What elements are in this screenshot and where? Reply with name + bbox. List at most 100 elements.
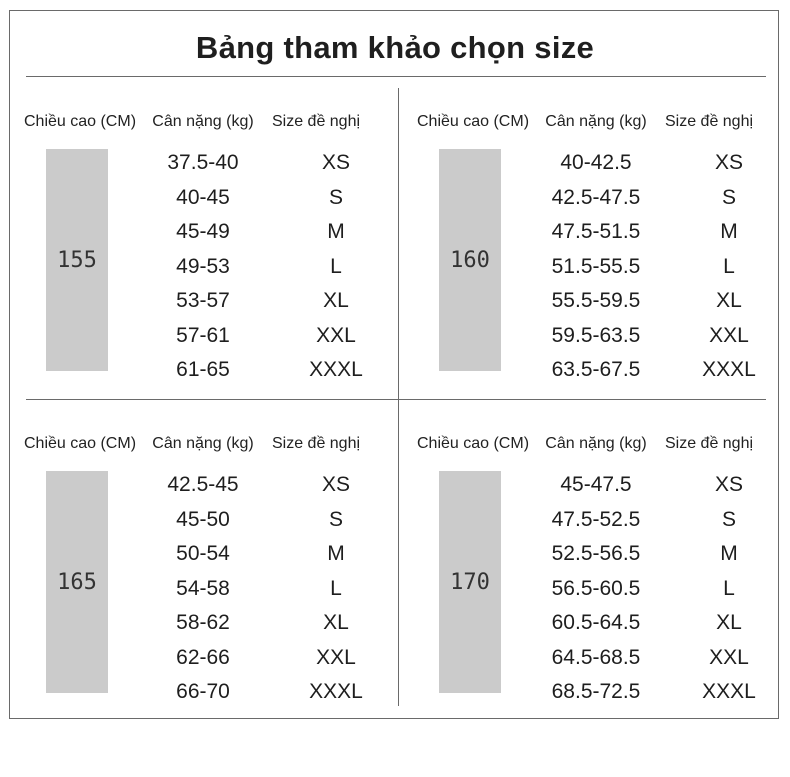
weight-range: 47.5-52.5 (551, 507, 641, 531)
height-value: 155 (57, 247, 97, 273)
weight-range: 55.5-59.5 (551, 289, 641, 312)
table-row: 61-65 XXXL (150, 353, 400, 388)
size-value: XL (716, 289, 742, 312)
size-value: XXXL (702, 680, 756, 703)
header-height: Chiều cao (CM) (416, 113, 530, 130)
horizontal-divider (26, 399, 766, 400)
weight-range: 54-58 (176, 576, 230, 600)
weight-range: 45-50 (176, 507, 230, 531)
table-row: 63.5-67.5 XXXL (543, 353, 790, 388)
table-row: 68.5-72.5 XXXL (543, 675, 790, 710)
weight-range: 66-70 (176, 680, 230, 703)
size-value: XXXL (702, 358, 756, 381)
height-value: 160 (450, 247, 490, 273)
header-size: Size đề nghị (271, 435, 361, 452)
height-value: 165 (57, 569, 97, 595)
size-value: XL (323, 289, 349, 312)
height-value: 170 (450, 569, 490, 595)
weight-range: 58-62 (176, 611, 230, 634)
header-height: Chiều cao (CM) (23, 435, 137, 452)
table-row: 47.5-51.5 M (543, 215, 790, 250)
size-table-160: Chiều cao (CM) Cân nặng (kg) Size đề ngh… (413, 113, 790, 413)
size-value: L (723, 254, 735, 278)
table-row: 45-47.5 XS (543, 468, 790, 503)
table-row: 59.5-63.5 XXL (543, 319, 790, 354)
height-cell: 165 (46, 471, 108, 693)
weight-range: 68.5-72.5 (551, 680, 641, 703)
weight-range: 63.5-67.5 (551, 358, 641, 381)
weight-range: 53-57 (176, 289, 230, 312)
table-row: 66-70 XXXL (150, 675, 400, 710)
table-row: 51.5-55.5 L (543, 250, 790, 285)
table-row: 57-61 XXL (150, 319, 400, 354)
weight-range: 52.5-56.5 (551, 542, 641, 565)
weight-range: 42.5-47.5 (551, 185, 641, 209)
size-value: L (723, 576, 735, 600)
size-value: XS (714, 151, 743, 174)
size-value: XS (321, 473, 350, 496)
header-size: Size đề nghị (664, 435, 754, 452)
size-value: XL (716, 611, 742, 634)
size-value: S (721, 507, 736, 531)
header-weight: Cân nặng (kg) (545, 113, 647, 130)
weight-range: 57-61 (176, 323, 230, 347)
size-value: XXL (316, 323, 356, 347)
weight-range: 40-42.5 (560, 151, 632, 174)
table-row: 56.5-60.5 L (543, 572, 790, 607)
weight-range: 62-66 (176, 645, 230, 669)
height-cell: 155 (46, 149, 108, 371)
size-value: M (327, 220, 345, 243)
table-row: 49-53 L (150, 250, 400, 285)
header-weight: Cân nặng (kg) (152, 113, 254, 130)
size-value: S (328, 185, 343, 209)
size-table-155: Chiều cao (CM) Cân nặng (kg) Size đề ngh… (20, 113, 400, 413)
table-rows: 40-42.5 XS 42.5-47.5 S 47.5-51.5 M 51.5-55.… (543, 146, 790, 388)
table-row: 64.5-68.5 XXL (543, 641, 790, 676)
size-value: M (327, 542, 345, 565)
weight-range: 59.5-63.5 (551, 323, 641, 347)
header-height: Chiều cao (CM) (416, 435, 530, 452)
table-row: 53-57 XL (150, 284, 400, 319)
table-row: 62-66 XXL (150, 641, 400, 676)
size-value: XXL (709, 323, 749, 347)
table-row: 47.5-52.5 S (543, 503, 790, 538)
weight-range: 60.5-64.5 (551, 611, 641, 634)
weight-range: 56.5-60.5 (551, 576, 641, 600)
weight-range: 45-49 (176, 220, 230, 243)
table-row: 40-45 S (150, 181, 400, 216)
header-size: Size đề nghị (664, 113, 754, 130)
size-value: XXXL (309, 358, 363, 381)
table-row: 45-50 S (150, 503, 400, 538)
header-weight: Cân nặng (kg) (545, 435, 647, 452)
table-row: 52.5-56.5 M (543, 537, 790, 572)
size-value: XS (714, 473, 743, 496)
table-rows: 45-47.5 XS 47.5-52.5 S 52.5-56.5 M 56.5-60.… (543, 468, 790, 710)
weight-range: 47.5-51.5 (551, 220, 641, 243)
size-value: XXXL (309, 680, 363, 703)
size-value: M (720, 542, 738, 565)
table-rows: 37.5-40 XS 40-45 S 45-49 M 49-53 L 53-57 XL 5… (150, 146, 400, 388)
weight-range: 40-45 (176, 185, 230, 209)
table-row: 42.5-45 XS (150, 468, 400, 503)
size-value: S (721, 185, 736, 209)
size-value: XL (323, 611, 349, 634)
table-rows: 42.5-45 XS 45-50 S 50-54 M 54-58 L 58-62 XL 6… (150, 468, 400, 710)
weight-range: 64.5-68.5 (551, 645, 641, 669)
weight-range: 45-47.5 (560, 473, 632, 496)
table-row: 37.5-40 XS (150, 146, 400, 181)
weight-range: 51.5-55.5 (551, 254, 641, 278)
header-height: Chiều cao (CM) (23, 113, 137, 130)
height-cell: 160 (439, 149, 501, 371)
size-value: M (720, 220, 738, 243)
weight-range: 42.5-45 (167, 473, 239, 496)
title-divider (26, 76, 766, 77)
table-row: 60.5-64.5 XL (543, 606, 790, 641)
header-weight: Cân nặng (kg) (152, 435, 254, 452)
table-row: 54-58 L (150, 572, 400, 607)
weight-range: 49-53 (176, 254, 230, 278)
header-size: Size đề nghị (271, 113, 361, 130)
size-value: XS (321, 151, 350, 174)
weight-range: 37.5-40 (167, 151, 239, 174)
size-value: S (328, 507, 343, 531)
size-table-165: Chiều cao (CM) Cân nặng (kg) Size đề ngh… (20, 435, 400, 735)
